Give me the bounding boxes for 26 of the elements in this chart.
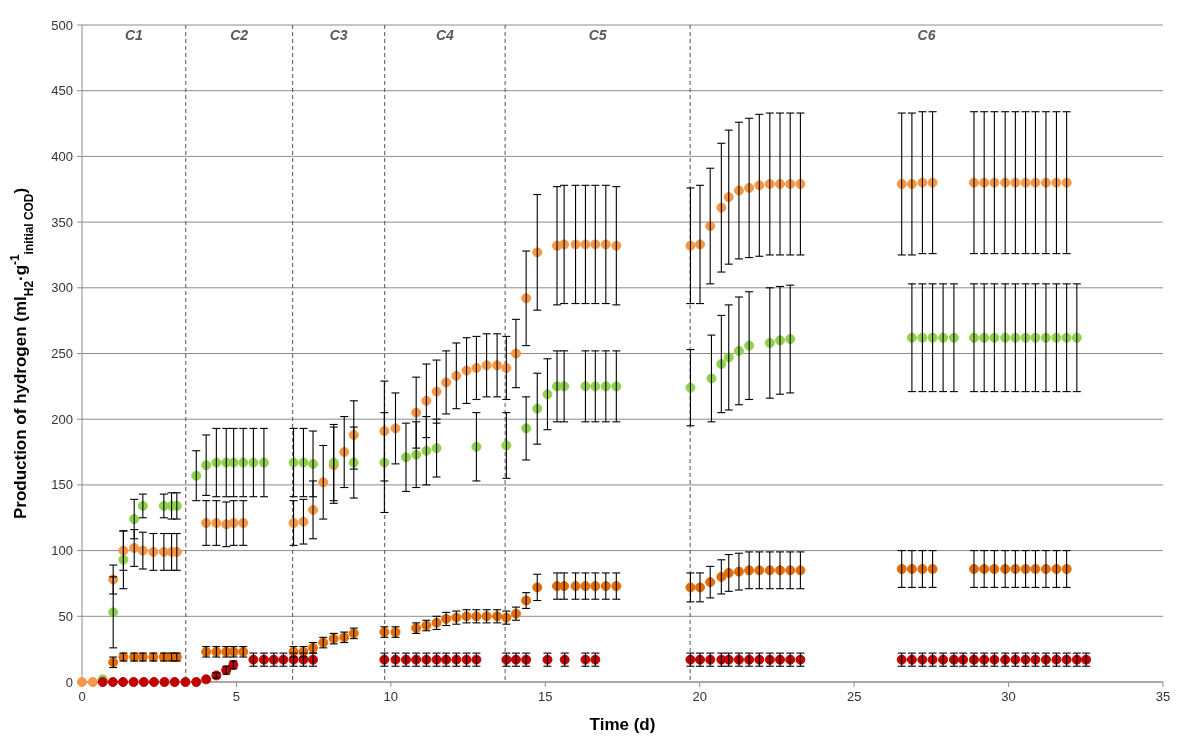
x-tick-label: 35 <box>1155 689 1171 704</box>
y-tick-label: 500 <box>51 17 73 33</box>
y-tick-label: 300 <box>51 280 73 296</box>
y-tick-label: 450 <box>51 83 73 99</box>
y-tick-label: 400 <box>51 148 73 164</box>
annotation: C2 <box>230 27 249 44</box>
annotation: C6 <box>917 27 936 44</box>
annotation: C5 <box>588 27 607 44</box>
y-tick-label: 250 <box>51 346 73 362</box>
x-tick-label: 15 <box>538 689 553 704</box>
y-tick-label: 100 <box>51 543 73 559</box>
y-tick-label: 0 <box>65 674 73 690</box>
x-tick-label: 5 <box>232 689 241 704</box>
x-tick-label: 20 <box>692 689 707 704</box>
y-tick-label: 150 <box>51 477 73 493</box>
x-tick-label: 0 <box>78 689 86 704</box>
y-tick-label: 200 <box>51 411 73 427</box>
y-tick-label: 350 <box>51 214 73 230</box>
x-axis-title: Time (d) <box>589 715 656 734</box>
y-tick-label: 50 <box>58 608 73 624</box>
x-tick-label: 25 <box>846 689 862 704</box>
annotation: C1 <box>124 27 144 44</box>
x-tick-label: 10 <box>383 689 399 704</box>
x-tick-label: 30 <box>1001 689 1016 704</box>
annotation: C4 <box>435 27 455 44</box>
annotation: C3 <box>329 27 348 44</box>
